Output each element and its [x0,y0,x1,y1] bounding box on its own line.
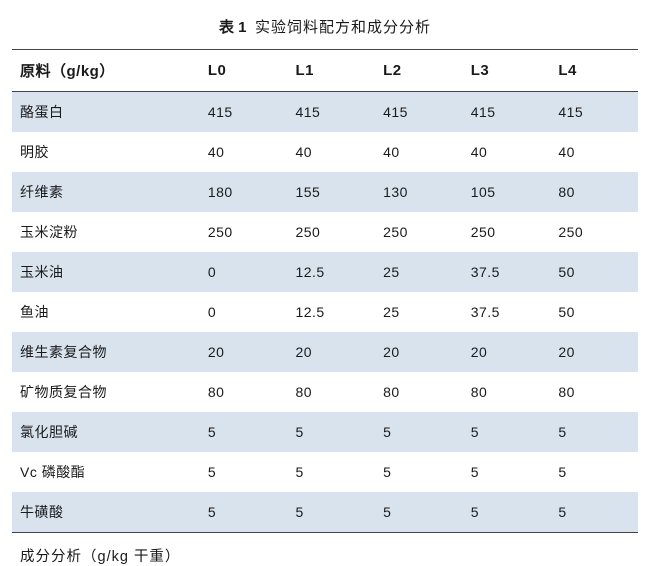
table-body: 酪蛋白415415415415415明胶4040404040纤维素1801551… [12,92,638,533]
table-row: 酪蛋白415415415415415 [12,92,638,133]
row-value: 20 [463,332,551,372]
row-value: 40 [463,132,551,172]
row-value: 415 [463,92,551,133]
table-header-row: 原料（g/kg） L0 L1 L2 L3 L4 [12,50,638,92]
col-header: L1 [287,50,375,92]
col-header: L3 [463,50,551,92]
row-value: 5 [463,412,551,452]
table-row: 氯化胆碱55555 [12,412,638,452]
row-value: 5 [200,412,288,452]
table-row: 鱼油012.52537.550 [12,292,638,332]
row-value: 5 [375,492,463,532]
row-value: 5 [287,412,375,452]
row-value: 5 [375,412,463,452]
row-value: 5 [550,492,638,532]
row-value: 5 [287,452,375,492]
row-label: 玉米油 [12,252,200,292]
row-value: 40 [200,132,288,172]
row-value: 5 [550,412,638,452]
row-value: 80 [550,172,638,212]
row-label: 维生素复合物 [12,332,200,372]
row-value: 80 [287,372,375,412]
row-value: 155 [287,172,375,212]
row-value: 20 [287,332,375,372]
row-value: 180 [200,172,288,212]
row-value: 0 [200,252,288,292]
row-value: 40 [287,132,375,172]
row-label: 鱼油 [12,292,200,332]
col-header: 原料（g/kg） [12,50,200,92]
row-value: 80 [550,372,638,412]
col-header: L0 [200,50,288,92]
table-row: 玉米淀粉250250250250250 [12,212,638,252]
row-value: 250 [550,212,638,252]
row-value: 5 [287,492,375,532]
row-value: 25 [375,252,463,292]
caption-text: 实验饲料配方和成分分析 [255,19,431,36]
row-value: 50 [550,292,638,332]
row-value: 20 [550,332,638,372]
caption-prefix: 表 1 [219,19,247,36]
row-value: 25 [375,292,463,332]
row-value: 80 [375,372,463,412]
row-label: 牛磺酸 [12,492,200,532]
row-value: 250 [463,212,551,252]
row-value: 80 [463,372,551,412]
table-row: 纤维素18015513010580 [12,172,638,212]
row-value: 105 [463,172,551,212]
row-value: 50 [550,252,638,292]
row-label: 纤维素 [12,172,200,212]
row-value: 250 [200,212,288,252]
row-value: 40 [375,132,463,172]
row-value: 37.5 [463,252,551,292]
table-row: 矿物质复合物8080808080 [12,372,638,412]
row-value: 20 [200,332,288,372]
table-row: 维生素复合物2020202020 [12,332,638,372]
table-caption: 表 1 实验饲料配方和成分分析 [12,8,638,49]
row-value: 415 [375,92,463,133]
row-label: 酪蛋白 [12,92,200,133]
row-value: 5 [375,452,463,492]
row-value: 415 [287,92,375,133]
row-value: 250 [375,212,463,252]
table-footer: 成分分析（g/kg 干重） [12,532,638,566]
row-value: 37.5 [463,292,551,332]
table-row: 玉米油012.52537.550 [12,252,638,292]
row-label: 明胶 [12,132,200,172]
row-value: 415 [550,92,638,133]
row-value: 80 [200,372,288,412]
table-row: Vc 磷酸酯55555 [12,452,638,492]
row-label: 矿物质复合物 [12,372,200,412]
row-label: 氯化胆碱 [12,412,200,452]
row-value: 5 [550,452,638,492]
table-row: 明胶4040404040 [12,132,638,172]
col-header: L4 [550,50,638,92]
row-value: 40 [550,132,638,172]
row-value: 0 [200,292,288,332]
row-value: 5 [463,492,551,532]
row-value: 250 [287,212,375,252]
row-value: 415 [200,92,288,133]
feed-formula-table: 原料（g/kg） L0 L1 L2 L3 L4 酪蛋白4154154154154… [12,49,638,532]
row-value: 20 [375,332,463,372]
row-label: Vc 磷酸酯 [12,452,200,492]
table-row: 牛磺酸55555 [12,492,638,532]
row-value: 12.5 [287,252,375,292]
row-value: 5 [200,452,288,492]
row-value: 5 [200,492,288,532]
row-label: 玉米淀粉 [12,212,200,252]
col-header: L2 [375,50,463,92]
row-value: 12.5 [287,292,375,332]
row-value: 5 [463,452,551,492]
row-value: 130 [375,172,463,212]
